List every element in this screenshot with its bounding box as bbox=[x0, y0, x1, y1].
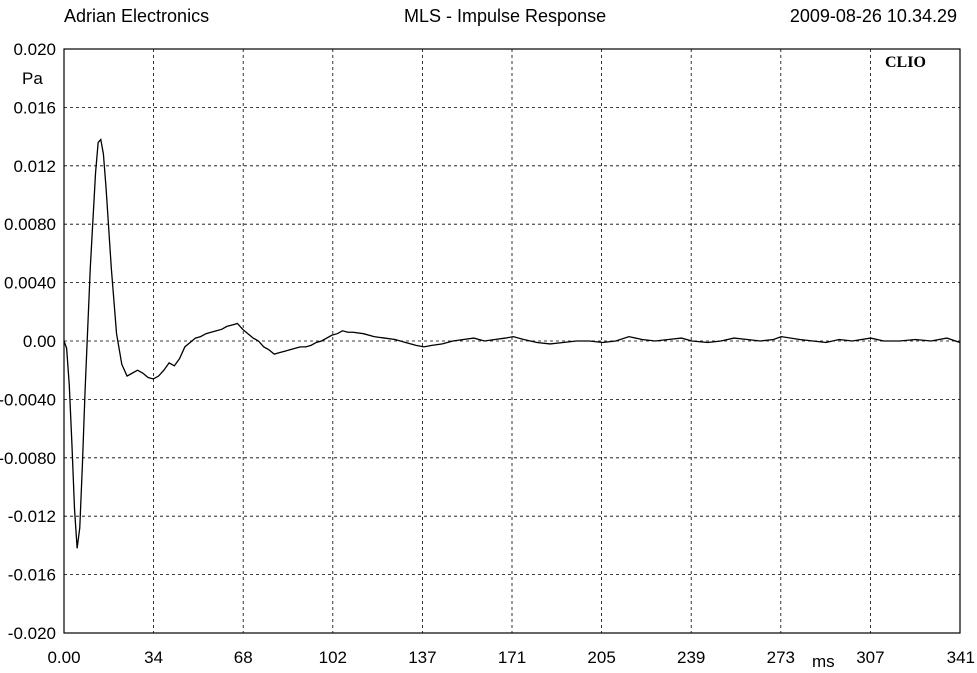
y-tick-label: 0.0080 bbox=[4, 215, 56, 234]
y-tick-label: -0.020 bbox=[8, 624, 56, 643]
clio-brand-label: CLIO bbox=[885, 54, 926, 71]
plot-frame bbox=[63, 48, 961, 634]
x-axis-unit: ms bbox=[812, 652, 835, 671]
y-tick-label: -0.0080 bbox=[0, 449, 56, 468]
y-tick-label: -0.0040 bbox=[0, 390, 56, 409]
y-tick-label: 0.020 bbox=[13, 40, 56, 59]
y-axis-unit: Pa bbox=[22, 69, 43, 88]
x-tick-label: 137 bbox=[408, 648, 436, 667]
header-timestamp: 2009-08-26 10.34.29 bbox=[789, 6, 957, 26]
x-tick-label: 0.00 bbox=[47, 648, 80, 667]
x-axis-ticks: 0.00 34 68 102 137 171 205 239 273 307 341 bbox=[47, 648, 975, 667]
x-tick-label: 205 bbox=[587, 648, 615, 667]
y-tick-label: -0.016 bbox=[8, 566, 56, 585]
y-tick-label: 0.012 bbox=[13, 157, 56, 176]
header-title: MLS - Impulse Response bbox=[404, 6, 607, 26]
x-tick-label: 341 bbox=[947, 648, 975, 667]
header-company: Adrian Electronics bbox=[64, 6, 210, 26]
x-tick-label: 68 bbox=[234, 648, 253, 667]
x-tick-label: 307 bbox=[856, 648, 884, 667]
x-tick-label: 273 bbox=[767, 648, 795, 667]
y-axis-ticks: 0.020 0.016 0.012 0.0080 0.0040 0.00 -0.0040 -0… bbox=[0, 40, 56, 643]
x-tick-label: 239 bbox=[677, 648, 705, 667]
grid-lines bbox=[64, 49, 960, 633]
x-tick-label: 171 bbox=[498, 648, 526, 667]
x-tick-label: 102 bbox=[319, 648, 347, 667]
y-tick-label: 0.00 bbox=[23, 332, 56, 351]
y-tick-label: 0.016 bbox=[13, 98, 56, 117]
x-tick-label: 34 bbox=[144, 648, 163, 667]
y-tick-label: -0.012 bbox=[8, 507, 56, 526]
impulse-response-line bbox=[63, 138, 961, 549]
y-tick-label: 0.0040 bbox=[4, 274, 56, 293]
